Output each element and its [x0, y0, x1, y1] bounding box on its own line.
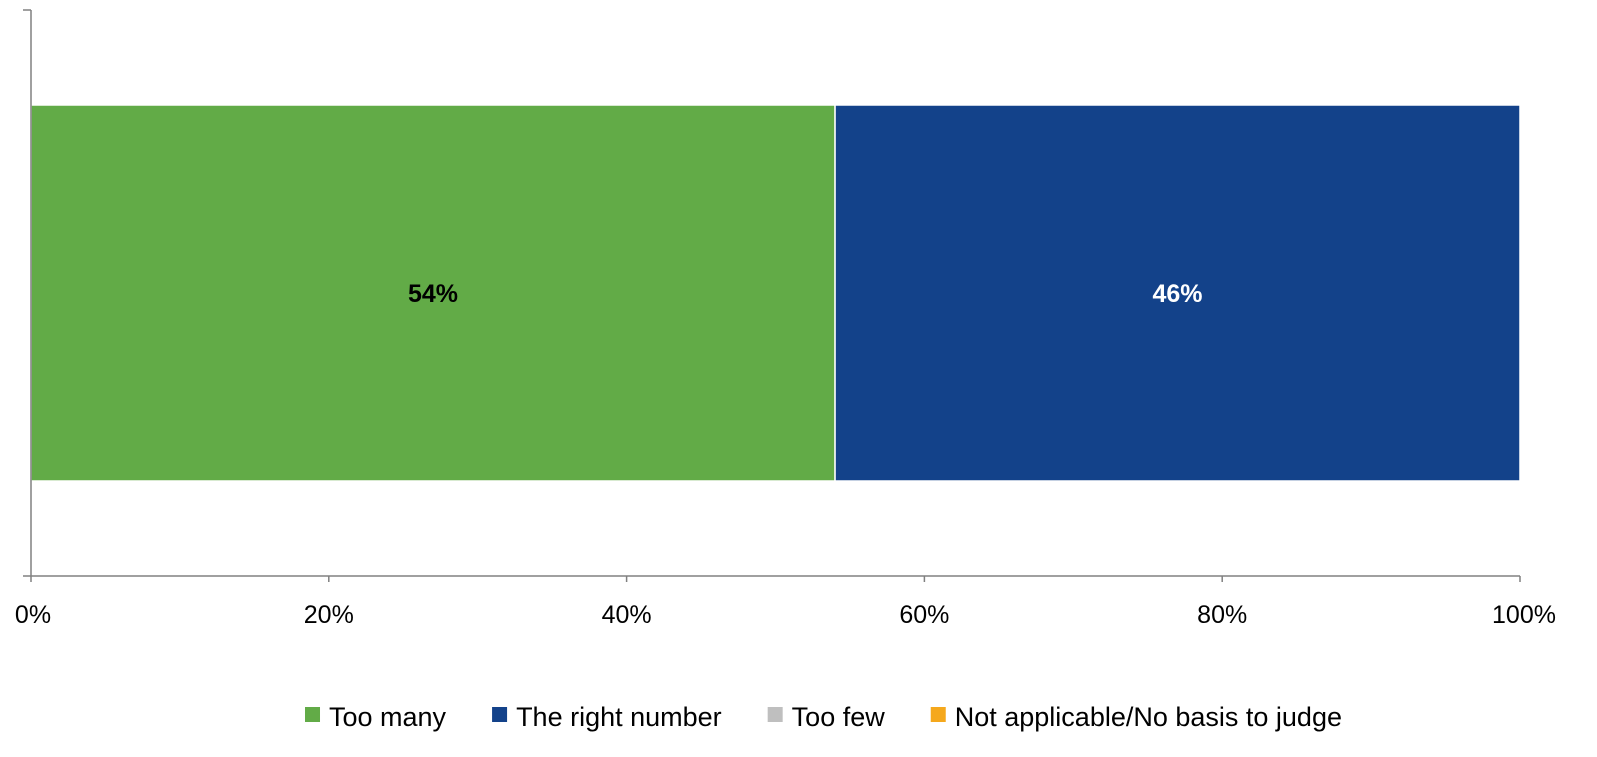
data-label-0: 54% — [408, 280, 458, 308]
data-label-1: 46% — [1153, 280, 1203, 308]
bar-segment-0 — [30, 104, 836, 482]
axes-layer: 0% 20% 40% 60% 80% 100% — [15, 9, 1556, 629]
bars-layer — [30, 104, 1521, 482]
legend-item-1: The right number — [492, 702, 722, 732]
legend-swatch-3 — [930, 707, 946, 722]
legend-item-3: Not applicable/No basis to judge — [930, 702, 1342, 732]
x-tick-label-0: 0% — [15, 601, 51, 629]
x-tick-label-3: 60% — [899, 601, 949, 629]
legend-item-2: Too few — [767, 702, 886, 732]
legend-item-0: Too many — [305, 702, 447, 732]
legend-swatch-0 — [305, 707, 321, 722]
legend-label-1: The right number — [516, 702, 722, 732]
legend-swatch-2 — [767, 707, 783, 722]
x-tick-label-4: 80% — [1197, 601, 1247, 629]
x-tick-label-5: 100% — [1492, 601, 1556, 629]
legend-label-0: Too many — [329, 702, 447, 732]
legend-label-3: Not applicable/No basis to judge — [955, 702, 1342, 732]
x-tick-label-2: 40% — [602, 601, 652, 629]
x-tick-label-1: 20% — [304, 601, 354, 629]
legend-swatch-1 — [492, 707, 508, 722]
bar-segment-1 — [834, 104, 1521, 482]
legend: Too many The right number Too few Not appli… — [305, 702, 1342, 732]
data-labels-layer: 54% 46% — [408, 280, 1203, 308]
legend-label-2: Too few — [792, 702, 886, 732]
